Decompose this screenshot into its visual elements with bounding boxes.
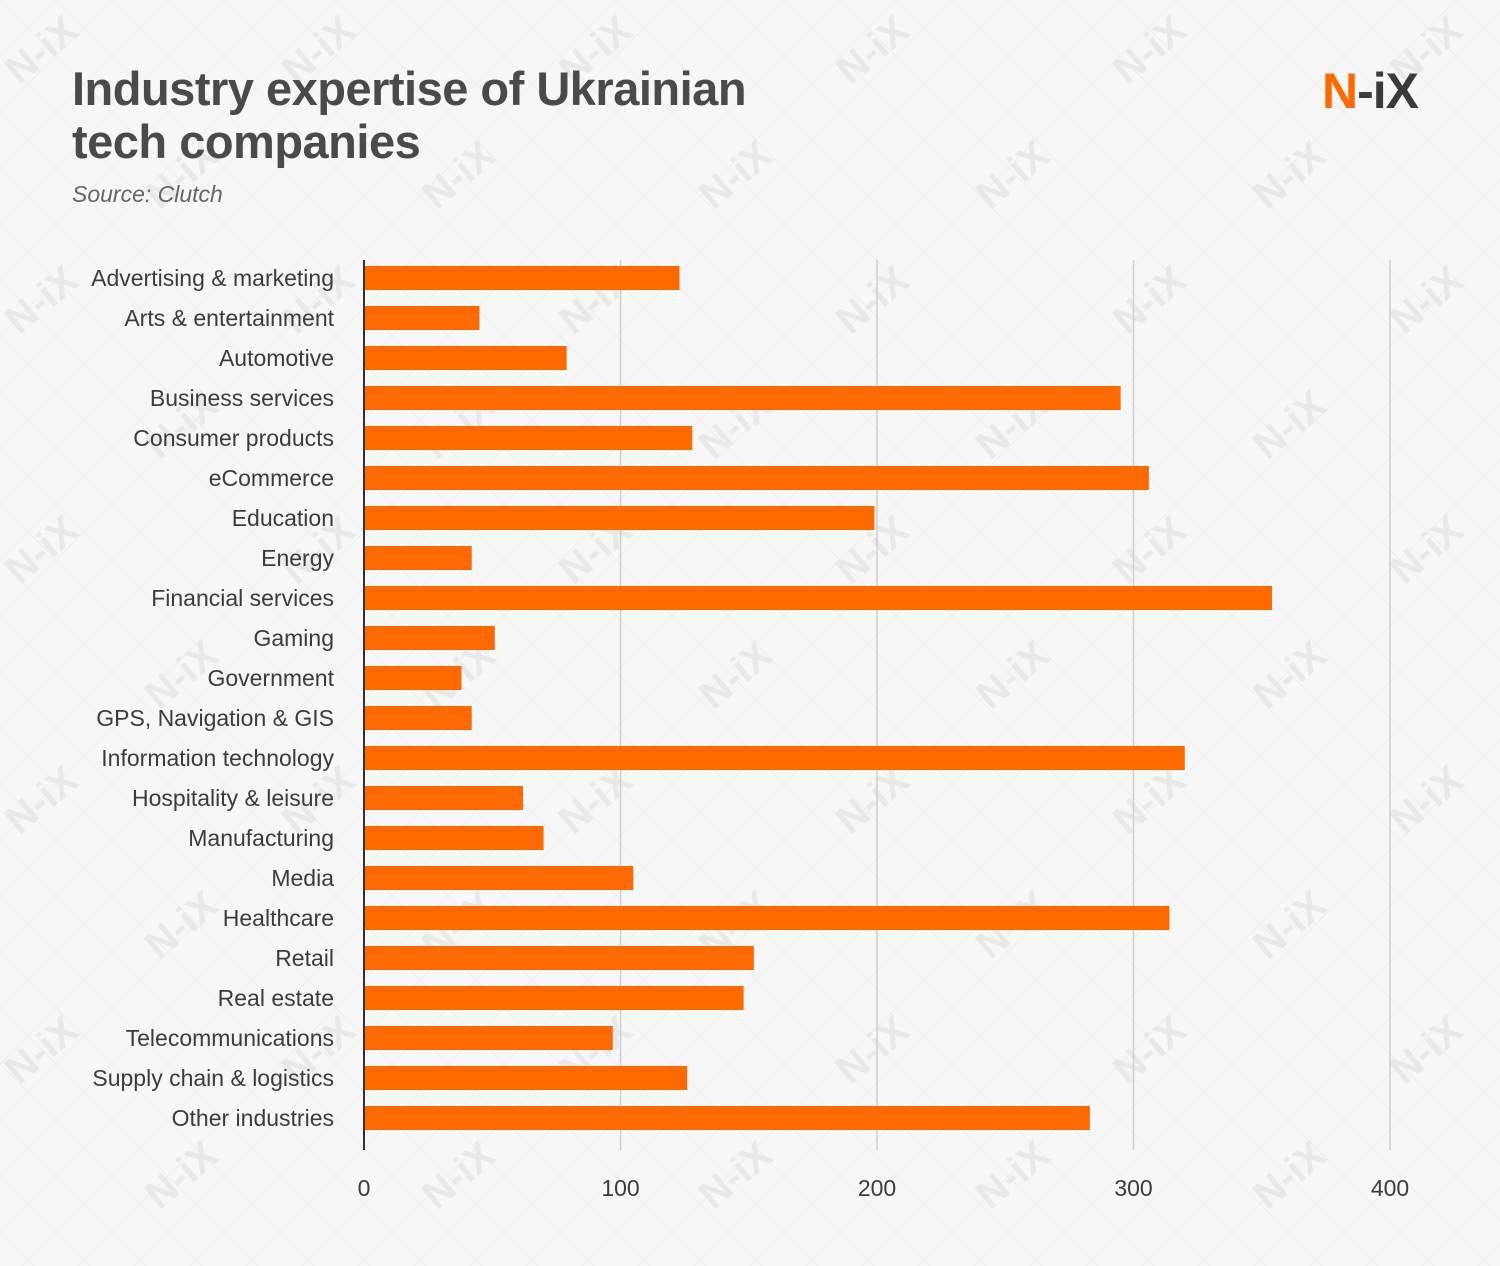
- x-tick-label-300: 300: [1114, 1175, 1152, 1201]
- category-label-5: eCommerce: [209, 465, 334, 491]
- category-label-21: Other industries: [172, 1105, 334, 1131]
- bar-5: [364, 466, 1149, 490]
- category-label-14: Manufacturing: [188, 825, 334, 851]
- bars: [364, 266, 1273, 1130]
- category-label-20: Supply chain & logistics: [92, 1065, 334, 1091]
- bar-2: [364, 346, 567, 370]
- bar-7: [364, 546, 472, 570]
- bar-14: [364, 826, 544, 850]
- x-tick-label-200: 200: [858, 1175, 896, 1201]
- bar-1: [364, 306, 480, 330]
- bar-6: [364, 506, 875, 530]
- category-label-7: Energy: [261, 545, 334, 571]
- bar-16: [364, 906, 1170, 930]
- category-label-3: Business services: [150, 385, 334, 411]
- category-label-9: Gaming: [253, 625, 334, 651]
- bar-17: [364, 946, 754, 970]
- logo-letter-n: N: [1322, 63, 1358, 119]
- x-tick-labels: 0 100 200 300 400: [358, 1175, 1410, 1201]
- bar-3: [364, 386, 1121, 410]
- category-label-16: Healthcare: [223, 905, 334, 931]
- title-line-2: tech companies: [72, 115, 421, 168]
- source-note: Source: Clutch: [72, 181, 223, 207]
- bar-9: [364, 626, 495, 650]
- bar-18: [364, 986, 744, 1010]
- category-label-8: Financial services: [151, 585, 334, 611]
- bar-15: [364, 866, 634, 890]
- category-label-13: Hospitality & leisure: [132, 785, 334, 811]
- category-label-11: GPS, Navigation & GIS: [96, 705, 334, 731]
- bar-8: [364, 586, 1273, 610]
- category-labels: Advertising & marketing Arts & entertainm…: [91, 265, 334, 1131]
- logo-letters-ix: -iX: [1357, 63, 1419, 119]
- company-logo: N-iX: [1322, 63, 1419, 119]
- bar-20: [364, 1066, 688, 1090]
- category-label-19: Telecommunications: [126, 1025, 334, 1051]
- bar-11: [364, 706, 472, 730]
- title-line-1: Industry expertise of Ukrainian: [72, 62, 747, 115]
- bar-0: [364, 266, 680, 290]
- x-tick-label-0: 0: [358, 1175, 371, 1201]
- x-tick-label-400: 400: [1371, 1175, 1409, 1201]
- bar-12: [364, 746, 1185, 770]
- chart-title: Industry expertise of Ukrainian tech com…: [72, 62, 832, 168]
- category-label-15: Media: [271, 865, 334, 891]
- bar-10: [364, 666, 462, 690]
- category-label-18: Real estate: [218, 985, 334, 1011]
- category-label-17: Retail: [275, 945, 334, 971]
- category-label-0: Advertising & marketing: [91, 265, 334, 291]
- category-label-12: Information technology: [101, 745, 334, 771]
- bar-19: [364, 1026, 613, 1050]
- category-label-10: Government: [207, 665, 334, 691]
- bar-21: [364, 1106, 1090, 1130]
- bar-4: [364, 426, 693, 450]
- x-tick-label-100: 100: [601, 1175, 639, 1201]
- bar-13: [364, 786, 524, 810]
- category-label-2: Automotive: [219, 345, 334, 371]
- category-label-1: Arts & entertainment: [124, 305, 334, 331]
- category-label-6: Education: [232, 505, 334, 531]
- category-label-4: Consumer products: [133, 425, 334, 451]
